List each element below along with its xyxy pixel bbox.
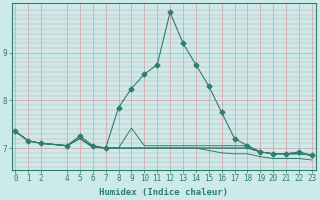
X-axis label: Humidex (Indice chaleur): Humidex (Indice chaleur)	[99, 188, 228, 197]
